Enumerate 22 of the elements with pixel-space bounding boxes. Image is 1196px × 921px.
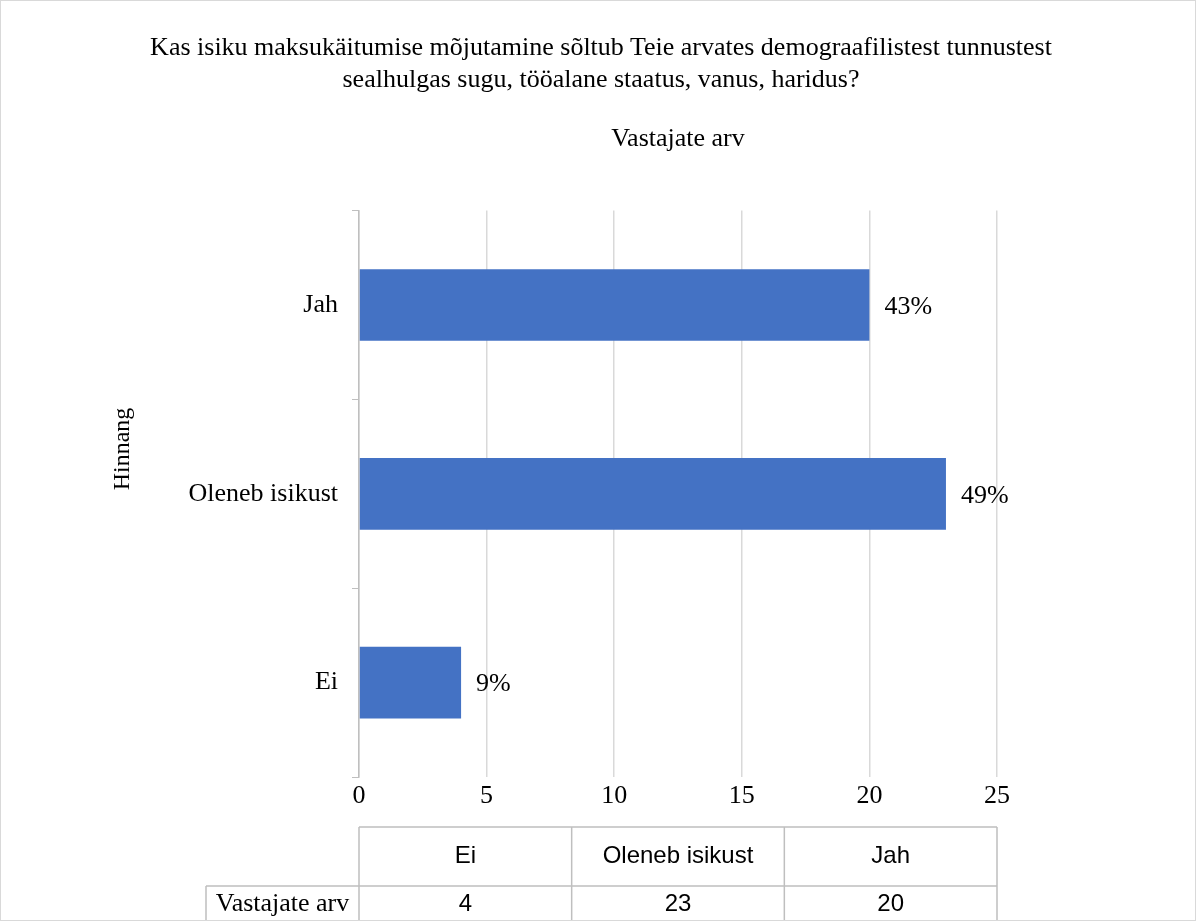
text: Vastajate arv [215,888,350,918]
category-label: Ei [454,841,477,869]
x-tick-label: 0 [352,780,366,810]
annotation: 49% [960,479,1009,509]
chart-subtitle: Vastajate arv [610,123,746,153]
chart-title: Kas isiku maksukäitumise mõjutamine sõltub Teie arvates demograafilistest tunnustest sealhulgas sugu, tööalane staatus, vanus, haridus? [149,31,1053,95]
text: 23 [664,889,692,917]
x-tick-label: 20 [856,780,883,810]
x-tick-label: 10 [601,780,628,810]
x-tick-label: 25 [984,780,1010,810]
y-tick-label: Ei [314,666,338,696]
annotation: 9% [476,668,511,698]
x-tick-label: 5 [480,780,494,810]
category-label: Oleneb isikust [602,841,754,869]
x-tick-label: 15 [728,780,755,810]
text: 20 [877,889,905,917]
y-tick-label: Jah [303,288,338,318]
category-label: Jah [871,841,911,869]
annotation: 43% [884,290,933,320]
y-tick-label: Oleneb isikust [188,477,339,507]
y-axis-title: Hinnang [107,407,135,491]
text: 4 [458,889,473,917]
